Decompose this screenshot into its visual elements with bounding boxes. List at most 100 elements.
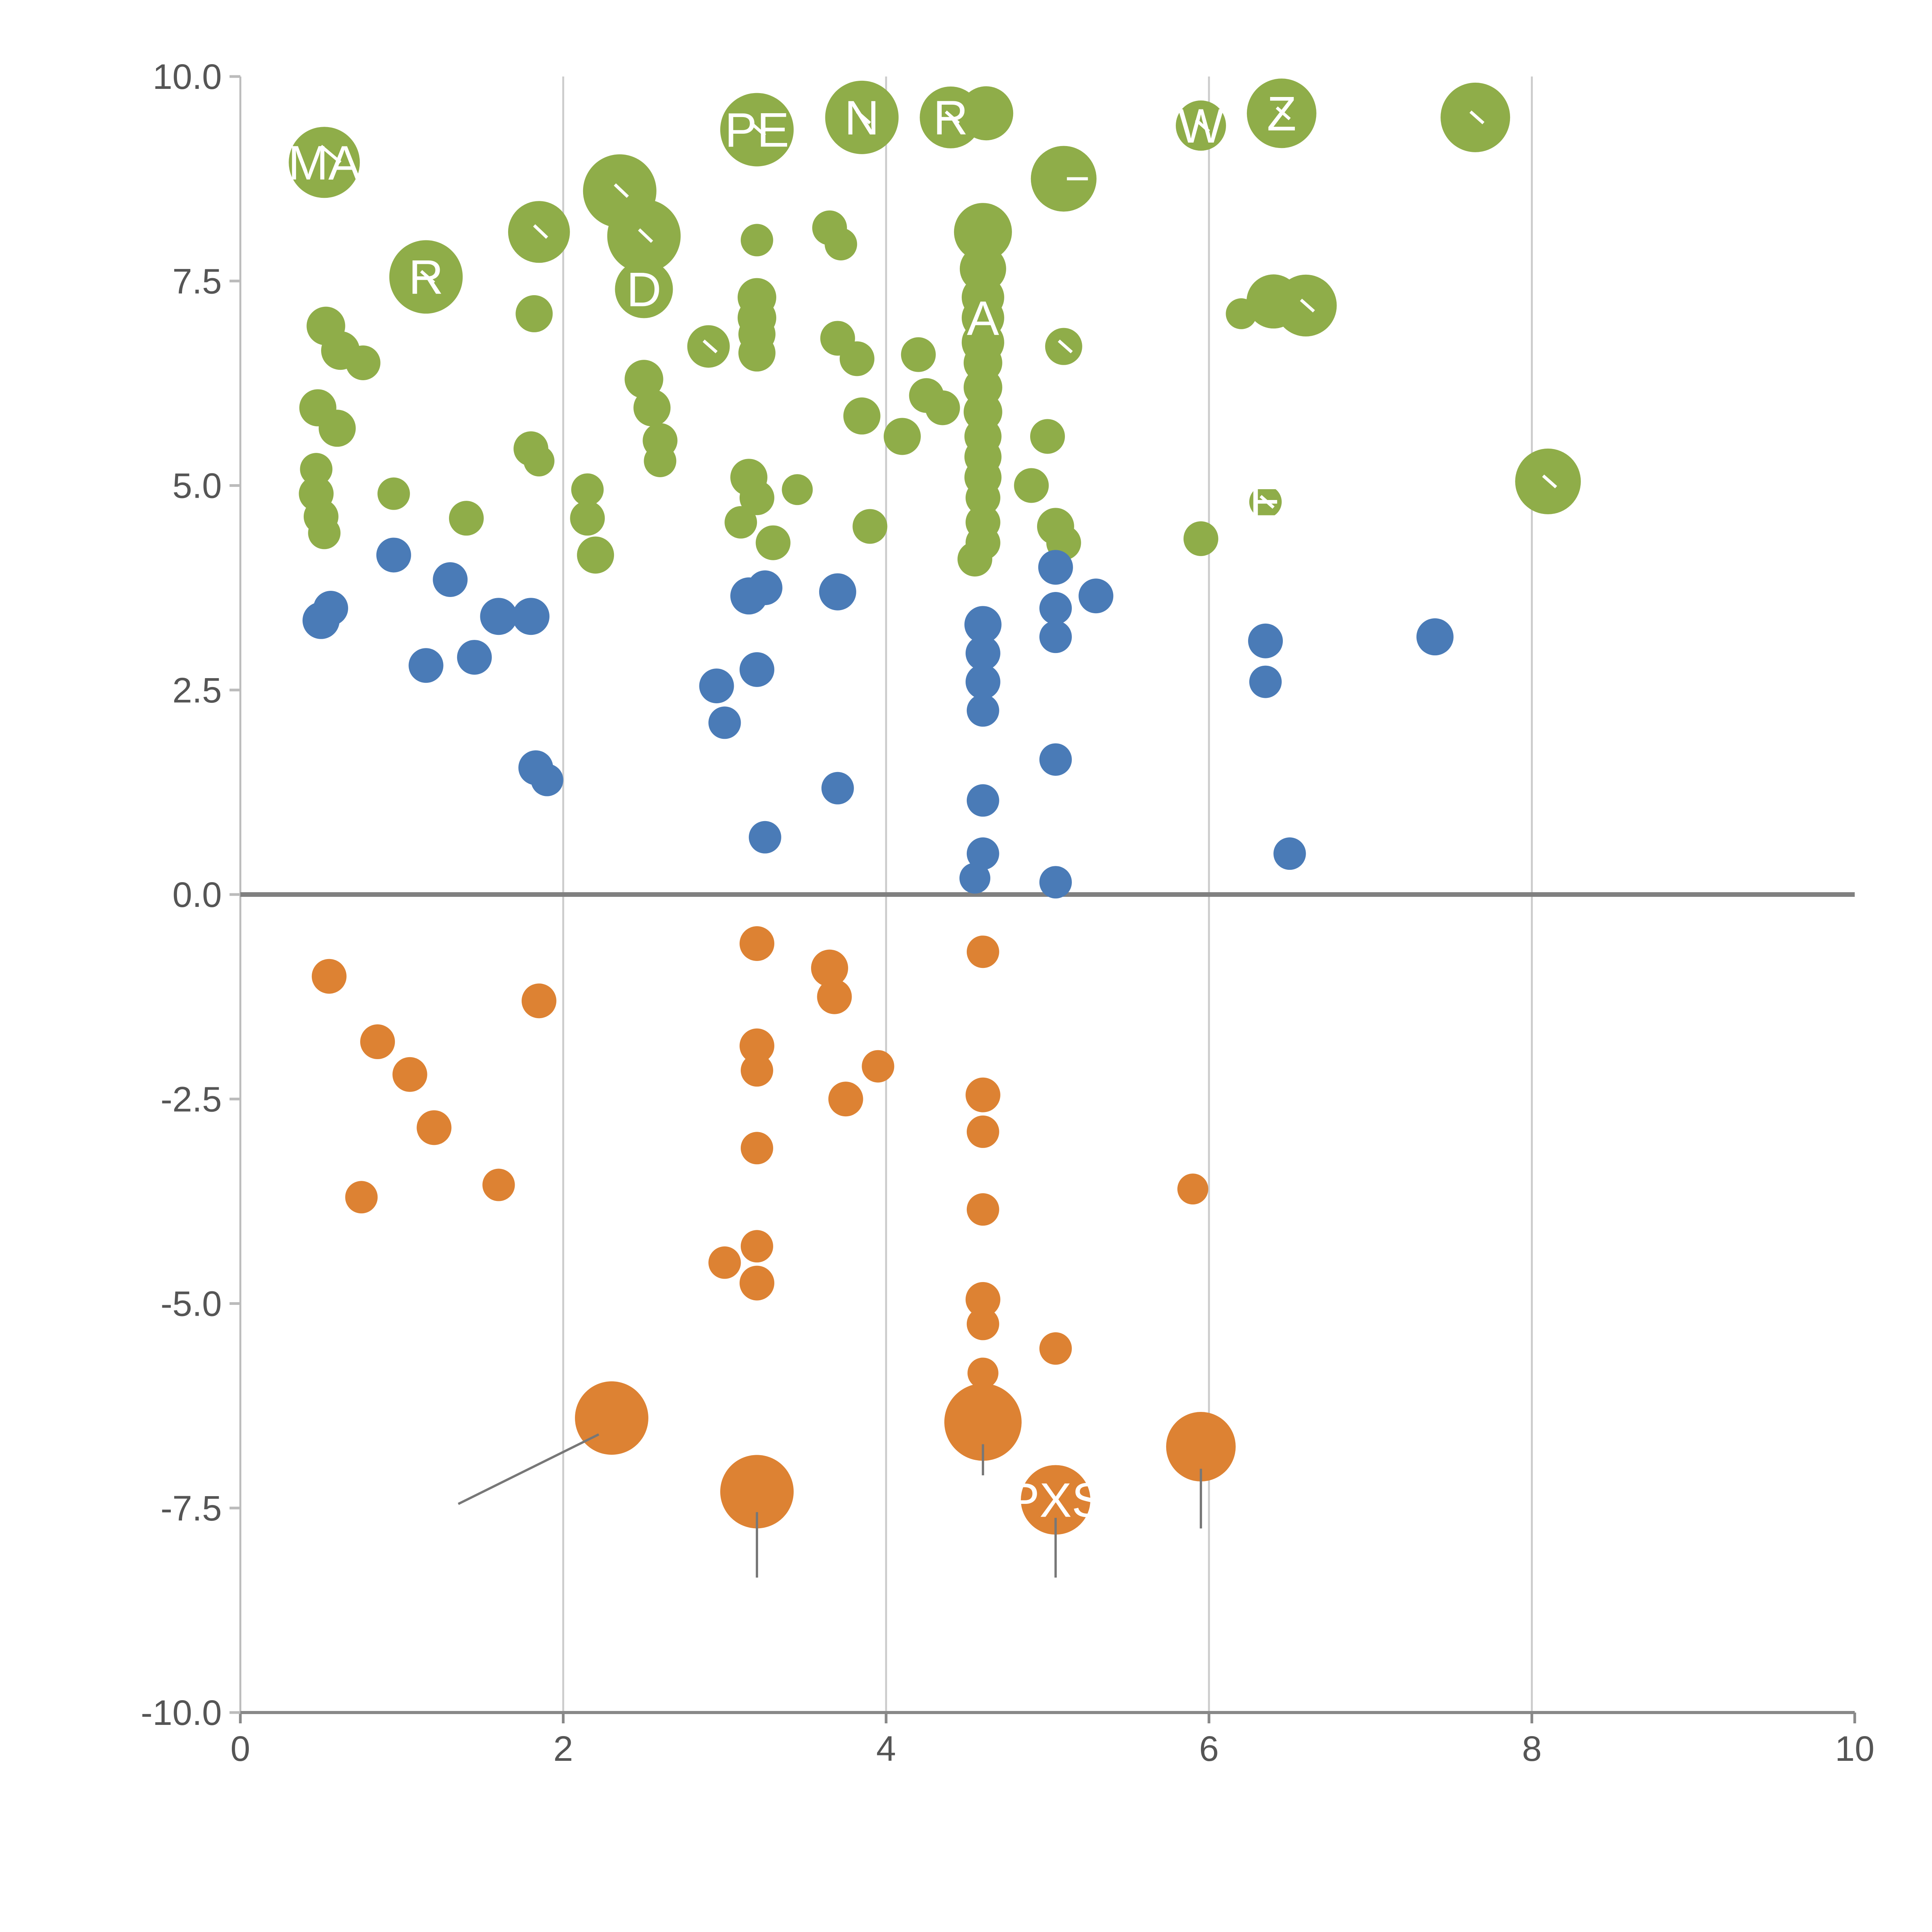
data-point-group-orange	[944, 1383, 1022, 1461]
data-point-group-green	[739, 480, 774, 515]
y-tick-label: -7.5	[160, 1489, 222, 1528]
data-point-group-blue	[1039, 743, 1072, 776]
data-point-group-orange	[740, 1230, 773, 1263]
y-tick-label: -5.0	[160, 1284, 222, 1324]
data-point-group-blue	[1039, 621, 1072, 653]
bubble-tick-line	[1195, 119, 1210, 133]
bubble-label: E	[1249, 476, 1281, 529]
data-point-group-blue	[1249, 665, 1282, 698]
data-point-group-orange	[817, 979, 852, 1014]
x-tick-label: 8	[1522, 1729, 1542, 1769]
data-point-group-green	[515, 295, 553, 332]
bubble-label: PXS	[1007, 1474, 1104, 1527]
data-point-group-green	[738, 334, 776, 372]
data-point-group-orange	[1166, 1412, 1236, 1481]
data-point-group-orange	[966, 1115, 999, 1148]
data-point-group-orange	[1020, 1465, 1090, 1535]
data-point-group-green	[852, 509, 888, 544]
bubble-tick-line	[702, 339, 718, 354]
y-tick-label: 7.5	[172, 262, 222, 301]
data-point-group-blue	[708, 706, 741, 739]
data-point-group-blue	[966, 694, 999, 727]
data-point-group-orange	[392, 1057, 427, 1092]
data-point-group-green	[1014, 468, 1049, 503]
data-point-group-orange	[311, 959, 347, 994]
data-point-group-green	[883, 418, 921, 455]
data-point-group-blue	[408, 648, 444, 683]
y-tick-label: 5.0	[172, 466, 222, 506]
x-tick-label: 4	[876, 1729, 896, 1769]
y-tick-label: 2.5	[172, 671, 222, 710]
bubble-label: PE	[725, 104, 789, 157]
data-point-group-green	[644, 444, 677, 477]
data-point-group-blue	[1273, 837, 1306, 870]
data-point-group-orange	[739, 1028, 774, 1063]
data-point-group-orange	[1177, 1173, 1209, 1205]
bubble-tick-line	[1259, 495, 1275, 509]
data-point-group-green	[825, 228, 857, 260]
data-point-group-orange	[417, 1110, 452, 1145]
data-point-group-green	[449, 501, 484, 536]
data-point-group-green	[633, 389, 671, 427]
bubble-label: N	[844, 91, 879, 145]
data-point-group-blue	[819, 573, 856, 611]
bubble-label: MA	[288, 136, 361, 190]
data-point-group-blue	[965, 636, 1000, 671]
x-tick-label: 0	[230, 1729, 250, 1769]
bubble-tick-line	[420, 270, 435, 284]
bubble-tick-line	[638, 228, 653, 243]
data-point-group-orange	[828, 1082, 863, 1117]
data-point-group-green	[570, 501, 605, 536]
data-point-group-blue	[1416, 618, 1454, 656]
data-point-group-orange	[965, 1077, 1000, 1112]
data-point-group-blue	[821, 772, 854, 804]
data-point-group-blue	[1078, 578, 1114, 614]
data-point-group-blue	[748, 821, 781, 854]
data-point-group-green	[925, 390, 960, 425]
data-point-group-blue	[965, 664, 1000, 699]
data-point-group-blue	[1248, 623, 1283, 658]
data-point-group-green	[624, 360, 663, 399]
data-point-group-orange	[482, 1168, 515, 1201]
data-point-group-blue	[959, 862, 990, 894]
data-point-group-green	[839, 341, 874, 376]
data-point-group-blue	[457, 640, 492, 675]
y-tick-label: 10.0	[153, 57, 222, 97]
data-point-group-orange	[966, 1308, 999, 1340]
bubble-label: D	[626, 263, 661, 316]
data-point-group-green	[1030, 419, 1065, 454]
data-point-group-blue	[1038, 550, 1073, 585]
data-point-group-orange	[720, 1455, 794, 1529]
bubble-tick-line	[1542, 474, 1557, 488]
bubble-label: A	[967, 292, 999, 345]
data-point-group-green	[289, 127, 360, 198]
bubble-tick-line	[1058, 339, 1073, 354]
data-point-group-green	[308, 517, 341, 549]
data-point-group-blue	[1039, 866, 1072, 899]
bubble-tick-line	[1469, 111, 1485, 124]
bubble-tick-line	[614, 183, 629, 198]
bubble-tick-line	[1276, 106, 1291, 121]
data-point-group-green	[954, 203, 1012, 261]
data-point-group-orange	[521, 983, 556, 1019]
leader-line	[457, 1433, 599, 1505]
data-point-group-green	[959, 86, 1014, 141]
data-point-group-blue	[966, 784, 999, 817]
y-tick-label: -10.0	[141, 1693, 222, 1733]
data-point-group-blue	[531, 764, 563, 796]
data-point-group-orange	[739, 1265, 774, 1301]
data-point-group-green	[571, 473, 604, 506]
data-point-group-orange	[862, 1050, 895, 1083]
data-point-group-orange	[811, 949, 848, 987]
data-point-group-blue	[512, 598, 550, 635]
bubble-tick-line	[751, 122, 766, 137]
data-point-group-blue	[433, 562, 468, 597]
y-tick-label: 0.0	[172, 875, 222, 915]
data-point-group-green	[318, 410, 356, 447]
data-point-group-orange	[708, 1246, 741, 1279]
data-point-group-blue	[964, 606, 1002, 643]
data-point-group-orange	[345, 1181, 378, 1214]
data-point-group-green	[957, 542, 992, 577]
bubble-tick-line	[320, 145, 342, 164]
